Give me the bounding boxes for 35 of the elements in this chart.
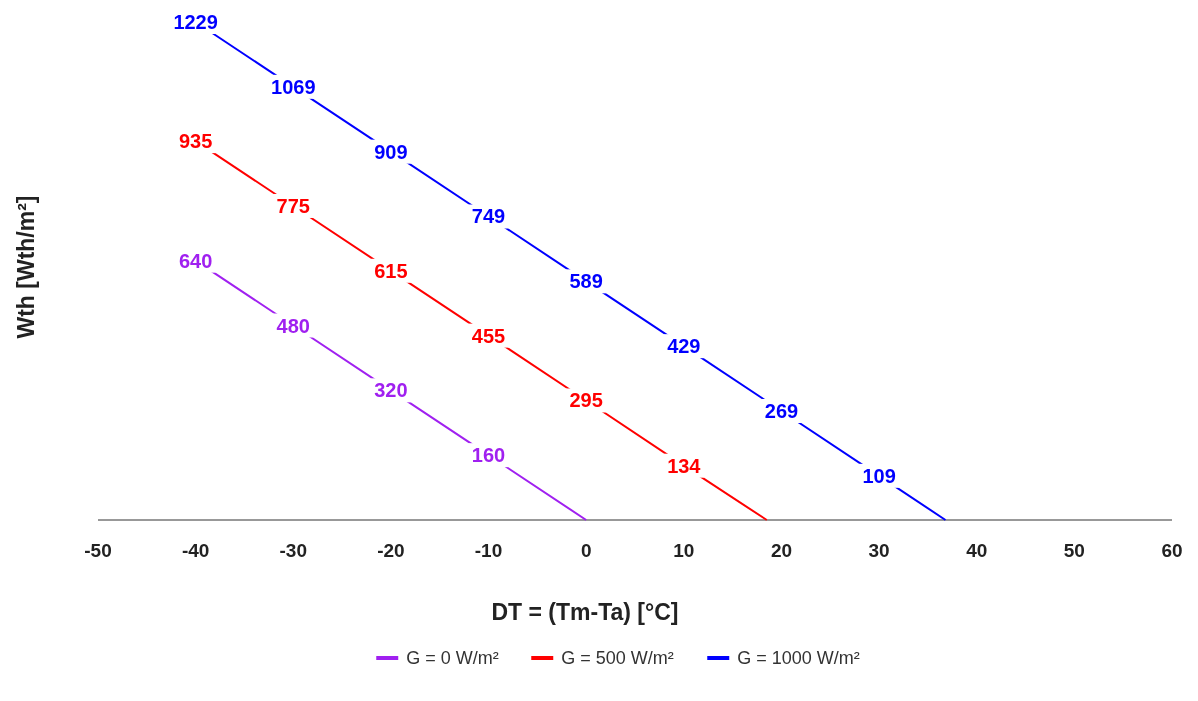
x-tick-label: 20: [770, 540, 793, 561]
legend-label: G = 500 W/m²: [561, 648, 674, 669]
legend-label: G = 0 W/m²: [406, 648, 499, 669]
data-label: 615: [374, 259, 408, 282]
x-tick-label: -40: [181, 540, 210, 561]
x-tick-label: 0: [580, 540, 592, 561]
x-tick-label: 30: [868, 540, 890, 561]
x-tick-label: 50: [1063, 540, 1085, 561]
data-label: 320: [374, 379, 408, 402]
data-label: 1229: [173, 11, 218, 33]
x-tick-label: -50: [84, 540, 112, 561]
data-label: 455: [471, 324, 506, 347]
data-label: 640: [178, 249, 213, 272]
data-label: 775: [276, 194, 310, 217]
legend-label: G = 1000 W/m²: [737, 648, 860, 669]
x-tick-label: 10: [673, 540, 695, 561]
x-tick-label: -10: [474, 540, 503, 561]
x-tick-label: -30: [279, 540, 308, 561]
y-axis-title: Wth [Wth/m²]: [13, 195, 39, 339]
data-label: 749: [471, 205, 506, 228]
data-label: 909: [374, 140, 408, 163]
data-label: 295: [569, 389, 603, 412]
data-label: 160: [471, 444, 506, 467]
x-tick-label: -20: [377, 540, 405, 561]
data-label: 429: [667, 335, 701, 358]
x-tick-label: 60: [1161, 540, 1183, 561]
data-label: 1069: [271, 75, 316, 98]
data-label: 134: [667, 454, 702, 477]
data-label: 480: [276, 314, 310, 337]
data-label: 935: [178, 130, 213, 153]
x-axis-title: DT = (Tm-Ta) [°C]: [491, 599, 679, 625]
x-tick-label: 40: [966, 540, 988, 561]
data-label: 589: [569, 270, 603, 293]
data-label: 269: [764, 400, 799, 422]
data-label: 109: [862, 464, 896, 487]
